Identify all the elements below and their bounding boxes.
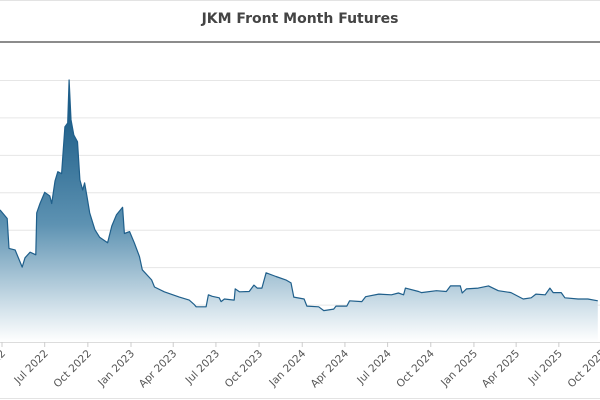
x-tick-label: Oct 2023 bbox=[223, 348, 266, 391]
chart-title: JKM Front Month Futures bbox=[201, 11, 399, 27]
x-tick-label: Jul 2023 bbox=[183, 348, 222, 387]
x-tick-label: Oct 2022 bbox=[51, 348, 94, 391]
x-tick-label: Jan 2023 bbox=[95, 348, 137, 390]
x-tick-label: Jan 2024 bbox=[266, 347, 308, 389]
x-tick-label: Jul 2024 bbox=[354, 347, 394, 387]
x-tick-label: Apr 2023 bbox=[137, 348, 180, 391]
x-tick-label: Jul 2022 bbox=[11, 348, 50, 387]
x-tick-label: Oct 2024 bbox=[394, 347, 437, 390]
series-line bbox=[0, 79, 598, 312]
x-tick-label: Oct 2025 bbox=[566, 348, 600, 391]
x-tick-label: Apr 2025 bbox=[480, 348, 523, 391]
x-tick-label: Jan 2025 bbox=[438, 348, 480, 390]
x-tick-label: Jul 2025 bbox=[526, 348, 565, 387]
x-tick-label: Apr 2024 bbox=[308, 347, 351, 390]
x-tick-label: Apr 2022 bbox=[0, 348, 8, 391]
